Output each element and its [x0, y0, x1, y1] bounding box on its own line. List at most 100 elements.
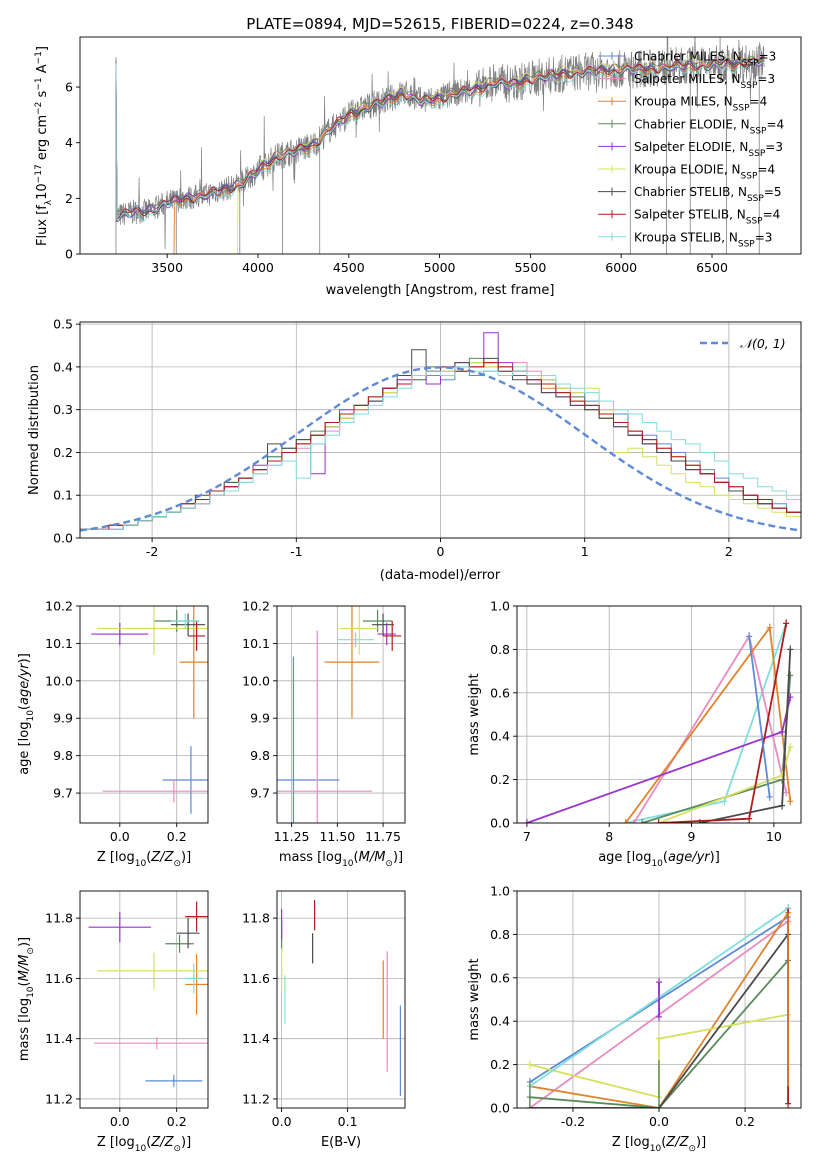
y-tick-label: 4: [65, 135, 73, 150]
legend-gaussian-label: 𝒩(0, 1): [740, 336, 786, 351]
axes-frame: [276, 605, 406, 824]
plot-area: [80, 332, 801, 532]
weight-line: [748, 636, 771, 798]
panel-1-xlabel: wavelength [Angstrom, rest frame]: [326, 283, 555, 298]
weight-line: [529, 959, 789, 1108]
y-tick-label: 2: [65, 191, 73, 206]
y-tick-label: 10.2: [45, 599, 73, 614]
weight-line: [633, 634, 788, 823]
y-tick-label: 11.6: [242, 971, 270, 986]
histogram-step: [80, 366, 801, 530]
x-tick-label: -0.2: [561, 1114, 585, 1129]
axes-frame: [79, 36, 802, 255]
panel-6-ylabel: mass [log10(M/M⊙)]: [17, 937, 36, 1061]
x-tick-label: 0.2: [167, 829, 187, 844]
panel-5-ylabel: mass weight: [467, 673, 482, 755]
y-tick-label: 0.2: [490, 772, 510, 787]
y-tick-label: 9.9: [53, 711, 73, 726]
panel-6: 0.0 0.2 11.2 11.4 11.6 11.8 Z [log10(Z/Z⊙)] mas…: [17, 890, 209, 1154]
model-fit-line: [115, 55, 765, 219]
x-tick-label: 5500: [514, 260, 546, 275]
y-tick-label: 0.0: [53, 531, 73, 546]
weight-line: [529, 912, 789, 1108]
y-tick-label: 9.8: [53, 748, 73, 763]
weight-line: [529, 933, 789, 1108]
x-tick-label: 9: [688, 829, 696, 844]
axes-frame: [276, 890, 406, 1109]
x-tick-label: 0.0: [110, 829, 130, 844]
model-fit-line: [115, 55, 765, 223]
x-tick-label: 6500: [696, 260, 728, 275]
x-tick-label: -1: [290, 544, 302, 559]
panel-8-ylabel: mass weight: [467, 958, 482, 1040]
x-tick-label: 5000: [424, 260, 456, 275]
x-tick-label: 10: [766, 829, 782, 844]
panel-3: 0.0 0.2 9.7 9.8 9.9 10.0 10.1 10.2 Z [log10(Z/Z⊙…: [17, 599, 209, 869]
x-tick-label: 4500: [333, 260, 365, 275]
panel-8: -0.2 0.0 0.2 0.0 0.2 0.4 0.6 0.8 1.0 Z [log10(Z/Z…: [467, 884, 802, 1154]
x-tick-label: 6000: [605, 260, 637, 275]
x-tick-label: 0.0: [649, 1114, 669, 1129]
y-tick-label: 6: [65, 80, 73, 95]
weight-line: [625, 623, 788, 823]
y-tick-label: 0.6: [490, 970, 510, 985]
weight-line: [658, 623, 788, 823]
panel-1-legend: Chabrier MILES, NSSP=3 Salpeter MILES, NS…: [598, 50, 784, 249]
panel-5-xlabel: age [log10(age/yr)]: [598, 850, 720, 869]
axes-frame: [79, 605, 209, 824]
axes-frame: [516, 605, 802, 824]
y-tick-label: 11.8: [45, 911, 73, 926]
grid: [80, 605, 208, 823]
y-tick-label: 0.4: [53, 359, 73, 374]
y-tick-label: 0.0: [490, 1101, 510, 1116]
y-tick-label: 0.3: [53, 402, 73, 417]
y-tick-label: 10.1: [242, 636, 270, 651]
y-tick-label: 9.7: [250, 786, 270, 801]
legend-label: Kroupa STELIB, NSSP=3: [634, 230, 772, 249]
y-tick-label: 0.5: [53, 317, 73, 332]
x-tick-label: 11.25: [274, 829, 310, 844]
grid: [80, 322, 801, 539]
y-tick-label: 9.7: [53, 786, 73, 801]
plot-area: [277, 606, 402, 823]
legend-label: Salpeter ELODIE, NSSP=3: [634, 140, 783, 159]
panel-1-ylabel: Flux [fλ10−17 erg cm−2 s−1 A−1]: [34, 46, 54, 246]
legend-label: Chabrier ELODIE, NSSP=4: [634, 117, 784, 136]
panel-1: 3500 4000 4500 5000 5500 6000 6500 0 2 4 6 PLATE=08…: [34, 15, 802, 298]
x-tick-label: 0.2: [167, 1114, 187, 1129]
axes-frame: [79, 890, 209, 1109]
y-tick-label: 10.0: [45, 673, 73, 688]
x-tick-label: 0.0: [110, 1114, 130, 1129]
y-tick-label: 0.1: [53, 488, 73, 503]
x-tick-label: 7: [523, 829, 531, 844]
panel-3-ylabel: age [log10(age/yr)]: [17, 653, 36, 775]
y-tick-label: 0: [65, 247, 73, 262]
x-tick-label: 11.75: [365, 829, 401, 844]
x-tick-label: 4000: [242, 260, 274, 275]
y-tick-label: 0.0: [490, 816, 510, 831]
panel-8-xlabel: Z [log10(Z/Z⊙)]: [612, 1135, 706, 1154]
legend-label: Kroupa ELODIE, NSSP=4: [634, 163, 775, 182]
y-tick-label: 11.4: [45, 1031, 73, 1046]
y-tick-label: 11.4: [242, 1031, 270, 1046]
x-tick-label: 11.50: [319, 829, 355, 844]
legend-label: Kroupa MILES, NSSP=4: [634, 95, 767, 114]
y-tick-label: 1.0: [490, 599, 510, 614]
grid: [277, 605, 405, 823]
panel-6-xlabel: Z [log10(Z/Z⊙)]: [97, 1135, 191, 1154]
gaussian-curve: [80, 366, 799, 532]
panel-2-xlabel: (data-model)/error: [380, 568, 501, 583]
plot-area: [281, 900, 401, 1096]
legend-label: Chabrier MILES, NSSP=3: [634, 50, 776, 69]
y-tick-label: 0.4: [490, 1014, 510, 1029]
y-tick-label: 1.0: [490, 884, 510, 899]
y-tick-label: 0.8: [490, 642, 510, 657]
panel-5: 7 8 9 10 0.0 0.2 0.4 0.6 0.8 1.0 age [log10(age/yr…: [467, 599, 802, 869]
y-tick-label: 0.8: [490, 927, 510, 942]
x-tick-label: 2: [725, 544, 733, 559]
y-tick-label: 10.2: [242, 599, 270, 614]
legend-label: Chabrier STELIB, NSSP=5: [634, 185, 782, 204]
plot-area: [523, 619, 794, 823]
panel-4-xlabel: mass [log10(M/M⊙)]: [279, 850, 403, 869]
